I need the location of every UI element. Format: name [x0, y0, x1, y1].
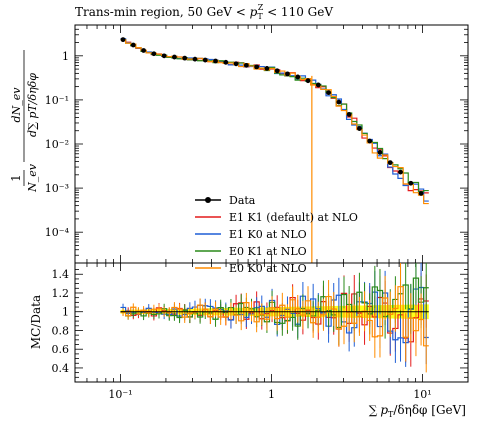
data-point [233, 61, 239, 67]
ratio-tick-label: 1 [62, 306, 69, 319]
ratio-tick-label: 1.2 [52, 287, 70, 300]
data-point [213, 58, 218, 64]
data-point [408, 180, 414, 186]
data-point [243, 62, 249, 68]
data-point [264, 66, 270, 71]
ratio-y-label: MC/Data [29, 295, 43, 349]
data-point [274, 68, 280, 74]
data-point [357, 126, 362, 131]
ratio-tick-label: 0.6 [52, 343, 70, 356]
x-tick-label: 10⁻¹ [108, 388, 132, 401]
data-point [418, 191, 424, 196]
svg-text:dN_ev: dN_ev [10, 87, 23, 123]
x-tick-label: 1 [268, 388, 275, 401]
legend-label-0: Data [229, 194, 256, 207]
y-tick-label: 10⁻² [45, 138, 69, 151]
data-point [336, 99, 342, 105]
data-point [315, 82, 321, 88]
mc-ratio-line-3 [120, 286, 429, 347]
data-point [130, 42, 136, 48]
data-point [192, 56, 198, 62]
x-tick-label: 10¹ [413, 388, 431, 401]
mc-histogram-0 [120, 39, 429, 194]
legend-label-2: E1 K0 at NLO [229, 228, 307, 241]
data-point [161, 53, 167, 59]
data-point [141, 48, 146, 53]
mc-histogram-1 [120, 38, 429, 202]
data-point [387, 160, 393, 166]
y-tick-label: 1 [62, 50, 69, 63]
legend-label-3: E0 K1 at NLO [229, 245, 307, 258]
y-tick-label: 10⁻³ [45, 182, 69, 195]
data-point [172, 54, 177, 60]
data-point [346, 112, 352, 117]
data-point [285, 71, 290, 77]
data-point [326, 90, 331, 96]
ratio-tick-label: 0.8 [52, 324, 70, 337]
ratio-tick-label: 0.4 [52, 362, 70, 375]
data-point [305, 78, 311, 84]
y-tick-label: 10⁻¹ [45, 94, 69, 107]
data-point [120, 37, 126, 43]
y-axis-label: 1 N_ev dN_ev d∑ pT/δηδφ [9, 50, 39, 193]
ratio-panel-frame [74, 262, 469, 383]
svg-text:1: 1 [9, 174, 23, 182]
ratio-tick-label: 1.4 [52, 268, 70, 281]
data-point [398, 169, 403, 175]
data-point [202, 57, 208, 63]
mc-histogram-2 [120, 39, 429, 193]
data-point [254, 64, 260, 70]
data-point [223, 59, 229, 65]
data-point [295, 74, 301, 80]
y-tick-label: 10⁻⁴ [45, 226, 70, 239]
x-axis-label: ∑ pT/δηδφ [GeV] [369, 403, 466, 419]
chart-title: Trans-min region, 50 GeV < pTZ < 110 GeV [75, 3, 333, 21]
legend-marker-0 [205, 197, 211, 203]
legend-label-4: E0 K0 at NLO [229, 262, 307, 275]
data-point [151, 51, 157, 57]
data-point [182, 55, 188, 61]
data-point [377, 150, 383, 155]
svg-text:N_ev: N_ev [26, 163, 39, 193]
mc-histogram-3 [120, 39, 429, 205]
svg-text:d∑ pT/δηδφ: d∑ pT/δηδφ [26, 73, 39, 137]
legend-label-1: E1 K1 (default) at NLO [229, 211, 358, 224]
data-point [367, 138, 373, 144]
